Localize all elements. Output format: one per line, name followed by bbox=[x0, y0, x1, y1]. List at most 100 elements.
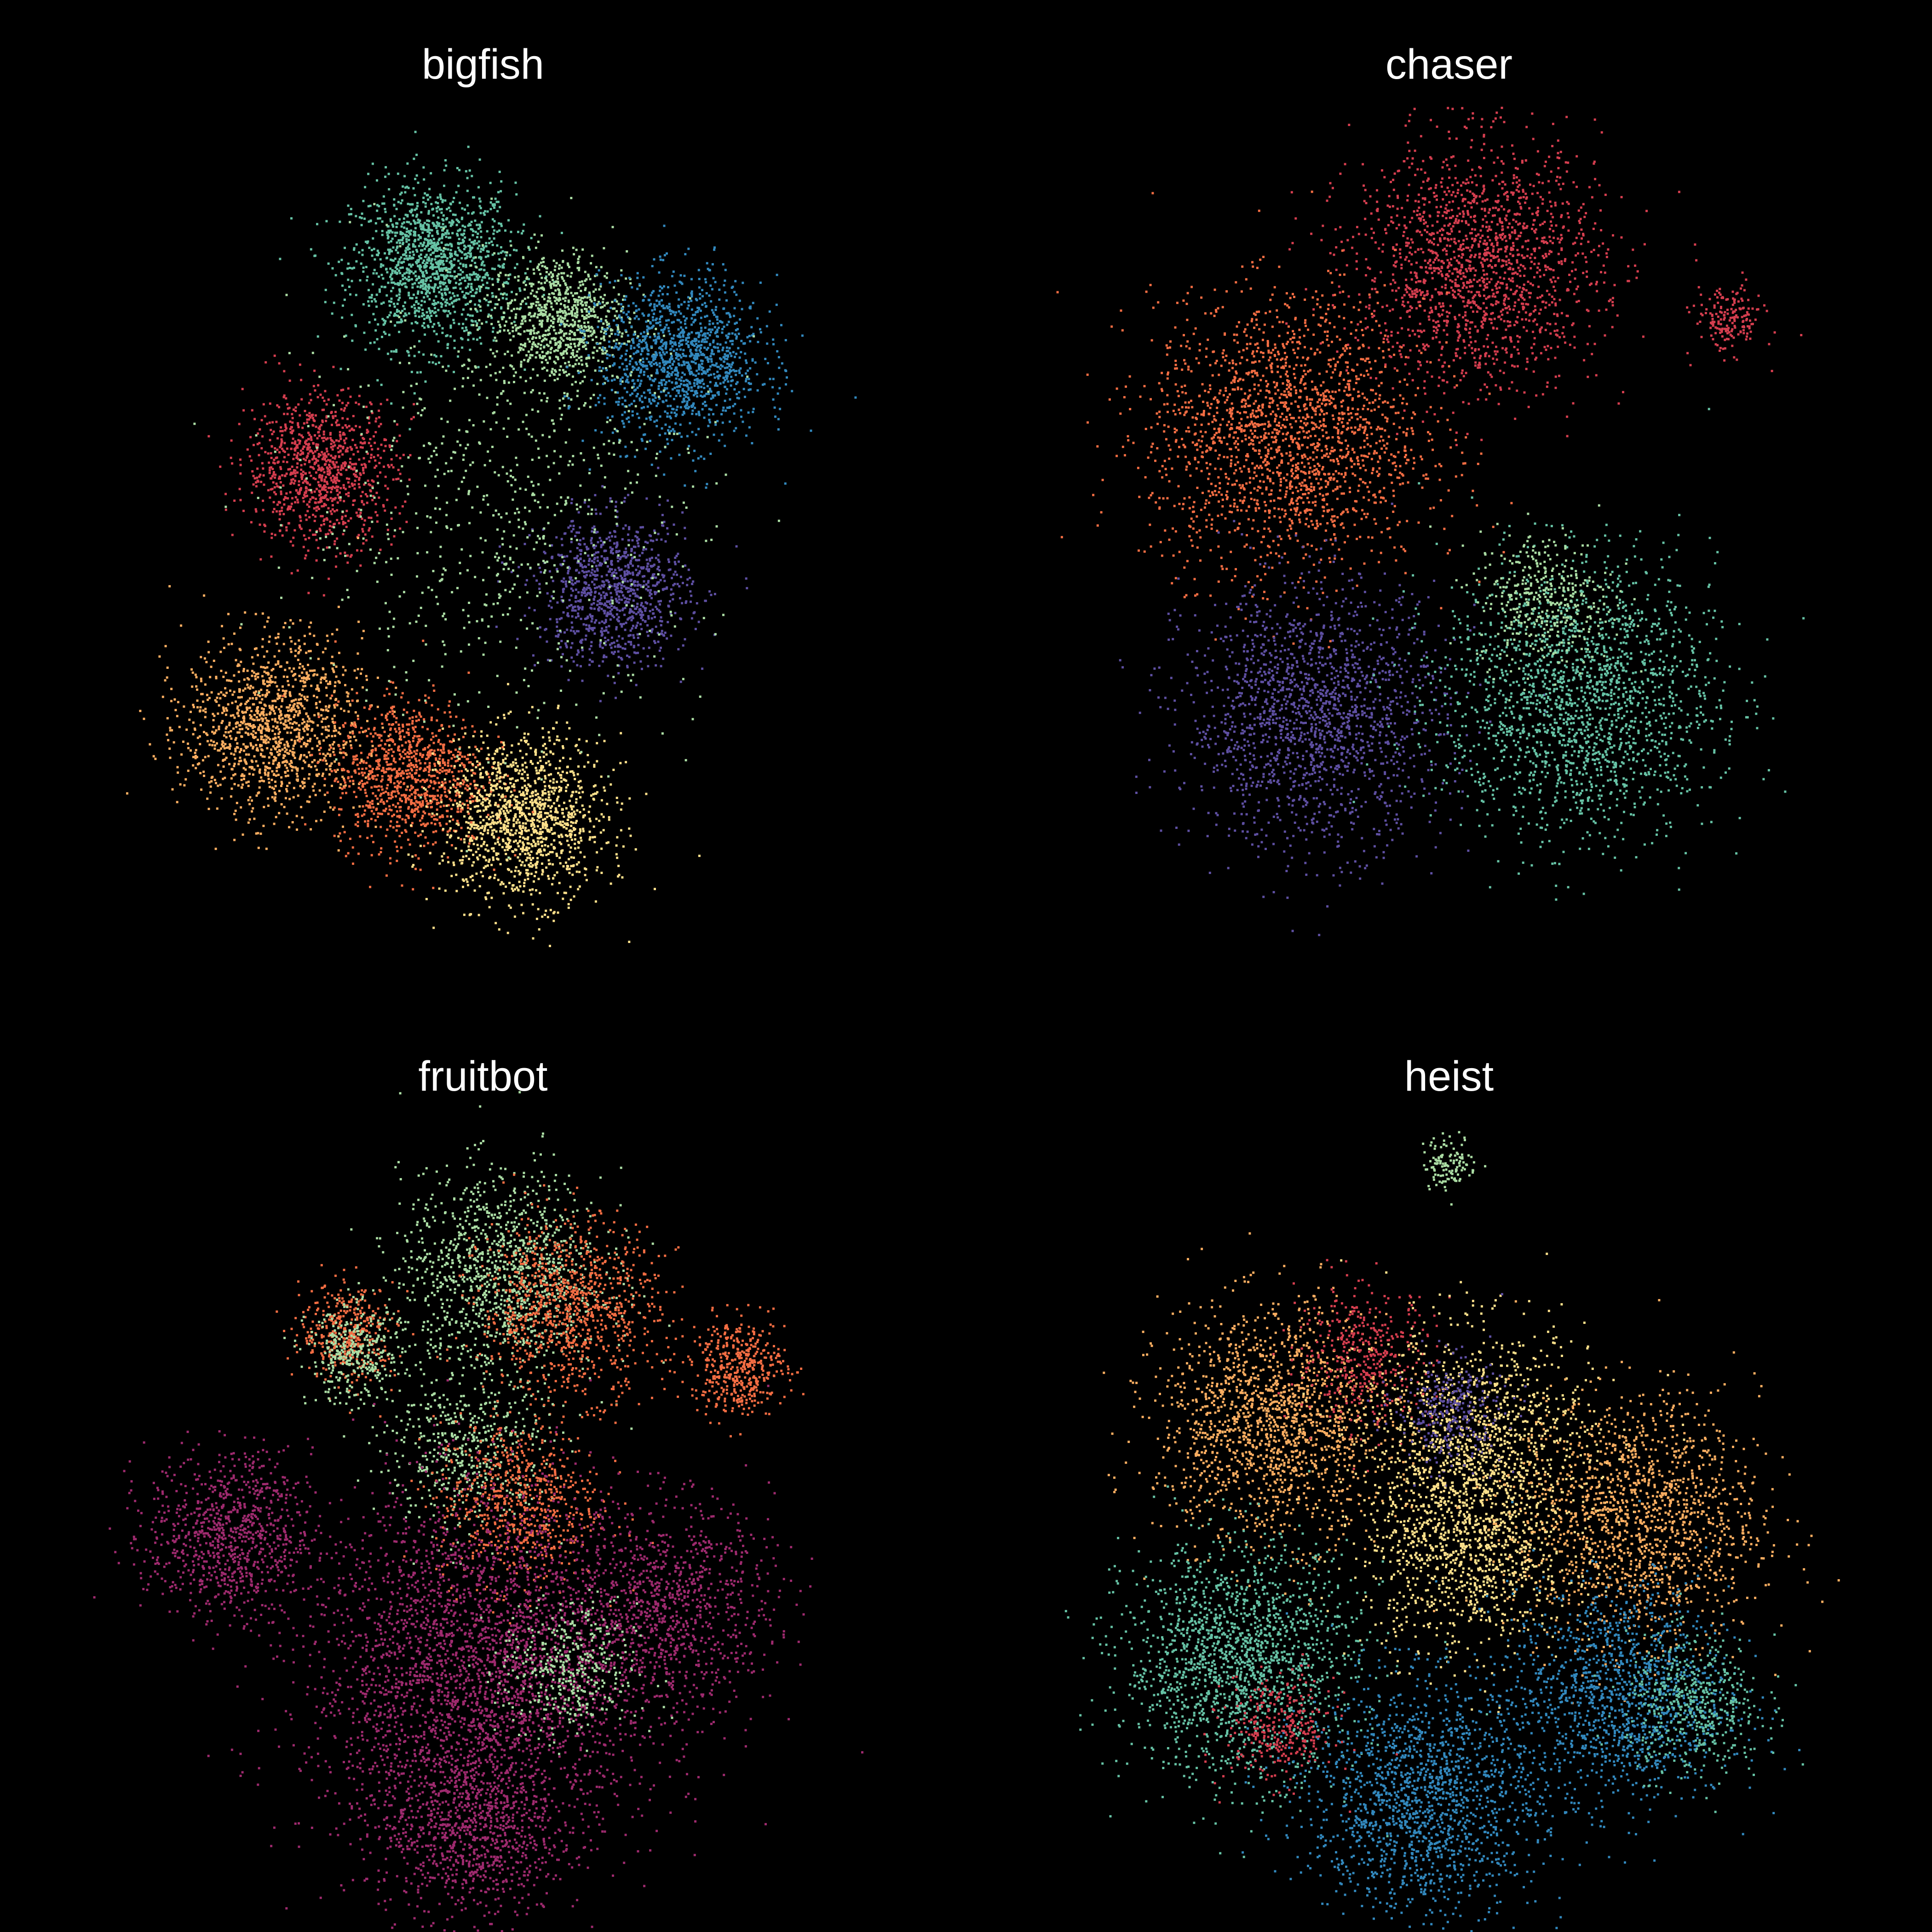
data-point bbox=[724, 399, 726, 402]
data-point bbox=[604, 275, 606, 277]
data-point bbox=[541, 309, 544, 311]
data-point bbox=[471, 314, 474, 317]
data-point bbox=[660, 379, 663, 382]
data-point bbox=[759, 282, 762, 284]
data-point bbox=[724, 385, 726, 388]
data-point bbox=[458, 169, 461, 172]
data-point bbox=[387, 282, 390, 284]
data-point bbox=[623, 551, 626, 553]
data-point bbox=[689, 576, 691, 579]
data-point bbox=[497, 264, 500, 267]
data-point bbox=[349, 267, 351, 269]
data-point bbox=[242, 510, 245, 512]
data-point bbox=[632, 341, 635, 344]
data-point bbox=[531, 338, 534, 340]
data-point bbox=[294, 475, 297, 477]
data-point bbox=[449, 256, 452, 259]
data-point bbox=[427, 286, 430, 288]
data-point bbox=[553, 339, 556, 341]
data-point bbox=[522, 348, 525, 351]
data-point bbox=[464, 246, 467, 248]
data-point bbox=[680, 326, 683, 329]
data-point bbox=[609, 354, 611, 357]
data-point bbox=[515, 193, 518, 196]
data-point bbox=[542, 355, 545, 357]
data-point bbox=[678, 364, 681, 367]
data-point bbox=[399, 472, 402, 475]
data-point bbox=[687, 407, 690, 410]
data-point bbox=[694, 407, 696, 409]
data-point bbox=[556, 378, 559, 380]
data-point bbox=[627, 305, 630, 307]
data-point bbox=[563, 404, 566, 407]
data-point bbox=[668, 308, 671, 311]
data-point bbox=[449, 312, 452, 315]
data-point bbox=[638, 308, 640, 311]
data-point bbox=[494, 307, 496, 310]
data-point bbox=[472, 257, 475, 259]
data-point bbox=[501, 318, 504, 321]
data-point bbox=[588, 310, 591, 313]
data-point bbox=[360, 217, 363, 219]
data-point bbox=[660, 391, 662, 393]
data-point bbox=[466, 313, 469, 316]
data-point bbox=[499, 265, 501, 268]
data-point bbox=[324, 288, 327, 291]
data-point bbox=[678, 432, 681, 435]
data-point bbox=[476, 236, 478, 239]
data-point bbox=[315, 509, 318, 512]
data-point bbox=[690, 299, 693, 302]
data-point bbox=[646, 325, 649, 328]
data-point bbox=[712, 277, 715, 280]
data-point bbox=[361, 491, 364, 494]
data-point bbox=[580, 309, 583, 311]
data-point bbox=[393, 535, 396, 538]
data-point bbox=[502, 390, 505, 392]
data-point bbox=[643, 331, 645, 334]
data-point bbox=[461, 327, 464, 329]
data-point bbox=[572, 308, 575, 310]
data-point bbox=[479, 207, 482, 209]
data-point bbox=[279, 430, 282, 432]
data-point bbox=[549, 283, 552, 286]
data-point bbox=[484, 210, 486, 213]
data-point bbox=[698, 379, 701, 382]
data-point bbox=[450, 243, 453, 246]
data-point bbox=[659, 579, 662, 581]
data-point bbox=[467, 282, 470, 285]
data-point bbox=[407, 202, 409, 205]
data-point bbox=[610, 306, 612, 309]
data-point bbox=[415, 207, 418, 210]
data-point bbox=[441, 261, 444, 264]
data-point bbox=[351, 267, 354, 270]
data-point bbox=[396, 231, 398, 234]
data-point bbox=[442, 255, 445, 258]
data-point bbox=[538, 335, 541, 338]
data-point bbox=[730, 384, 732, 387]
data-point bbox=[626, 349, 628, 352]
data-point bbox=[418, 351, 420, 353]
data-point bbox=[316, 437, 319, 440]
data-point bbox=[357, 534, 360, 536]
data-point bbox=[665, 343, 667, 345]
data-point bbox=[410, 257, 413, 260]
data-point bbox=[749, 367, 752, 370]
data-point bbox=[533, 294, 535, 297]
data-point bbox=[293, 482, 295, 485]
data-point bbox=[669, 365, 671, 368]
data-point bbox=[649, 558, 651, 560]
data-point bbox=[467, 334, 470, 336]
data-point bbox=[703, 370, 706, 373]
data-point bbox=[394, 235, 397, 237]
data-point bbox=[419, 219, 421, 222]
data-point bbox=[372, 272, 375, 275]
data-point bbox=[449, 335, 452, 338]
data-point bbox=[498, 275, 500, 277]
data-point bbox=[409, 297, 412, 299]
data-point bbox=[724, 291, 726, 294]
data-point bbox=[592, 315, 594, 317]
data-point bbox=[479, 336, 481, 339]
data-point bbox=[445, 334, 448, 337]
data-point bbox=[401, 222, 404, 225]
data-point bbox=[324, 390, 327, 392]
